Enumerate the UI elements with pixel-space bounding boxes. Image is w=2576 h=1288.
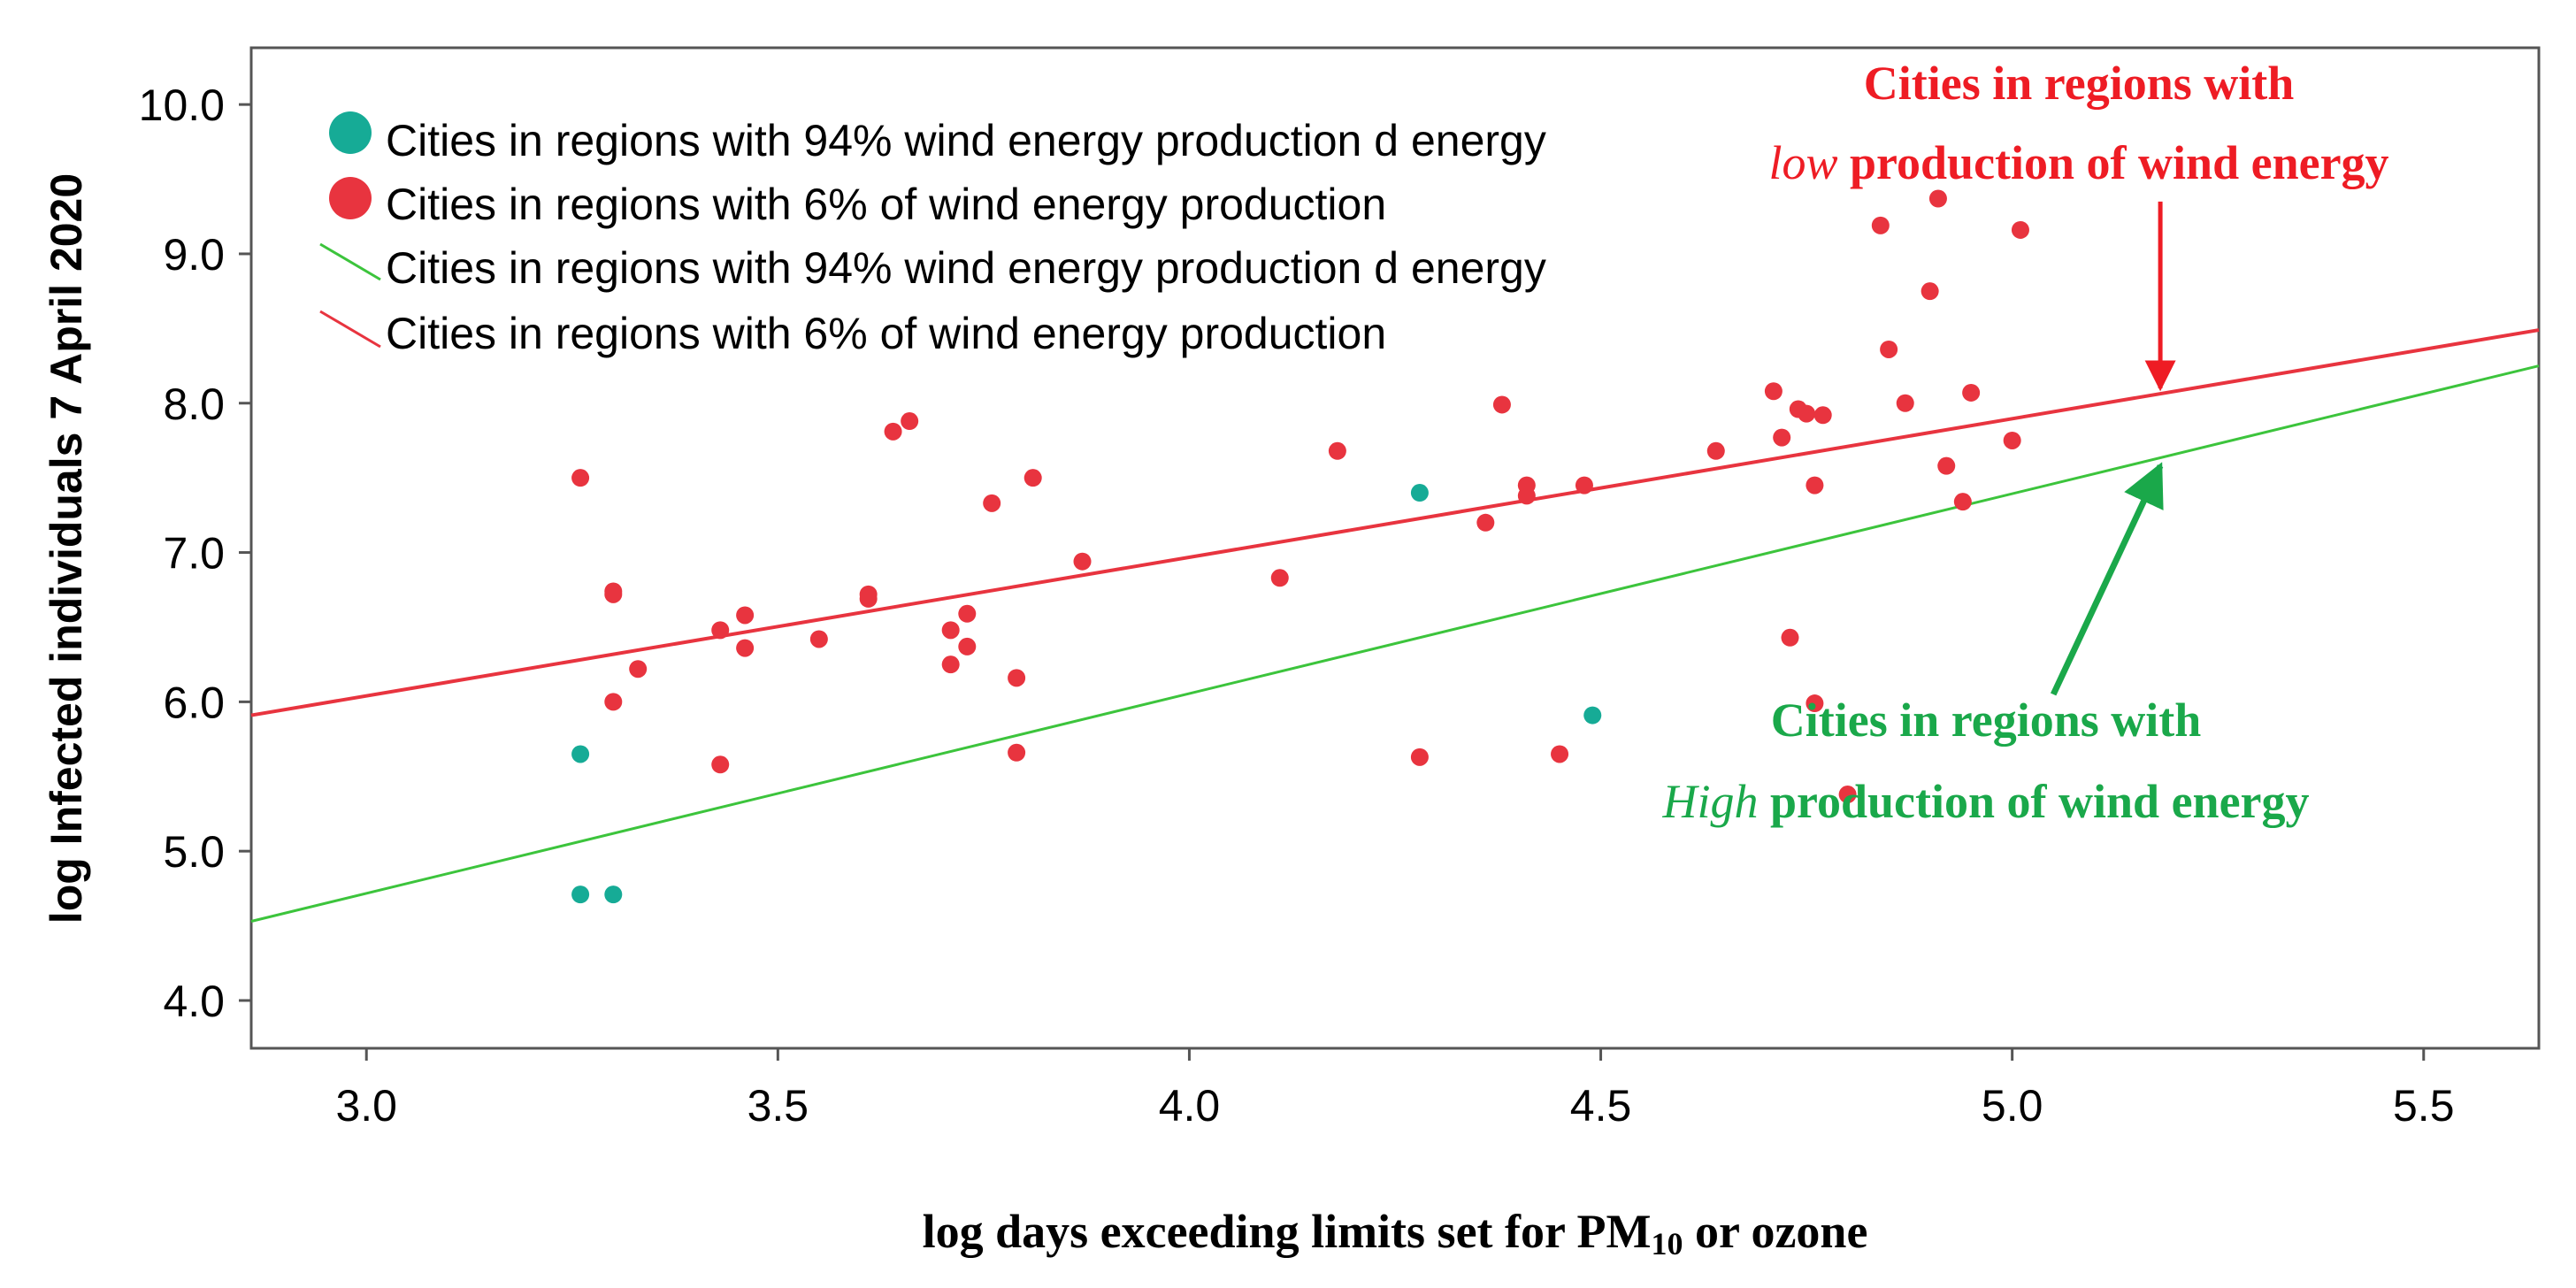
- y-tick-label: 9.0: [163, 230, 225, 280]
- point-low-wind: [1806, 476, 1824, 494]
- data-points: [571, 189, 2029, 904]
- point-low-wind: [571, 469, 590, 487]
- plot-area: [249, 46, 2541, 1050]
- y-axis-title: log Infected individuals 7 April 2020: [42, 173, 91, 924]
- legend-marker-low-wind: [329, 177, 372, 219]
- point-low-wind: [884, 422, 902, 441]
- legend-line-high-wind: [319, 242, 381, 281]
- x-tick-label: 4.5: [1570, 1081, 1632, 1131]
- legend-label-low-wind-line: Cities in regions with 6% of wind energy…: [386, 309, 1386, 358]
- point-low-wind: [983, 494, 1001, 512]
- axis-ticks: 3.0 3.5 4.0 4.5 5.0 5.5 4.0 5.0 6.0 7.0 8.0 9.0 10.0: [139, 80, 2455, 1131]
- regression-lines: [250, 328, 2540, 923]
- point-low-wind: [941, 656, 960, 674]
- point-low-wind: [859, 589, 878, 608]
- x-tick-label: 5.0: [1982, 1081, 2043, 1131]
- annotation-high-italic: High: [1661, 775, 1758, 828]
- point-low-wind: [1920, 282, 1939, 301]
- legend-label-high-wind-line: Cities in regions with 94% wind energy p…: [386, 243, 1546, 293]
- point-low-wind: [604, 693, 623, 711]
- y-tick-label: 4.0: [163, 977, 225, 1026]
- point-low-wind: [1328, 441, 1346, 460]
- point-low-wind: [1517, 487, 1536, 505]
- point-low-wind: [1880, 340, 1898, 358]
- annotation-low-wind: Cities in regions with low production of…: [1768, 57, 2388, 189]
- point-low-wind: [1928, 189, 1947, 208]
- x-axis-title-tail: or ozone: [1683, 1205, 1867, 1258]
- point-low-wind: [1575, 476, 1593, 494]
- point-low-wind: [711, 621, 730, 640]
- y-tick-label: 5.0: [163, 827, 225, 877]
- fit-line-low-wind: [250, 328, 2540, 717]
- point-low-wind: [1008, 669, 1026, 687]
- point-low-wind: [1798, 404, 1816, 423]
- point-high-wind: [604, 886, 623, 904]
- point-low-wind: [629, 660, 648, 678]
- point-high-wind: [571, 886, 590, 904]
- point-low-wind: [2003, 431, 2021, 449]
- y-tick-label: 6.0: [163, 678, 225, 727]
- annotation-low-rest: production of wind energy: [1837, 136, 2388, 189]
- x-axis-title: log days exceeding limits set for PM10 o…: [923, 1205, 1868, 1261]
- point-low-wind: [711, 755, 730, 774]
- point-low-wind: [1270, 569, 1289, 587]
- legend: Cities in regions with 94% wind energy p…: [319, 111, 1546, 358]
- annotation-high-wind: Cities in regions with High production o…: [1661, 694, 2309, 828]
- point-low-wind: [1410, 748, 1429, 766]
- point-low-wind: [604, 585, 623, 603]
- annotation-arrows: [2051, 201, 2176, 696]
- point-low-wind: [1551, 745, 1569, 763]
- point-low-wind: [1706, 441, 1725, 460]
- point-low-wind: [1871, 216, 1890, 234]
- legend-marker-high-wind: [329, 111, 372, 154]
- annotation-low-line1: Cities in regions with: [1864, 57, 2295, 110]
- legend-label-low-wind-points: Cities in regions with 6% of wind energy…: [386, 180, 1386, 229]
- y-tick-label: 7.0: [163, 529, 225, 579]
- point-low-wind: [941, 621, 960, 640]
- fit-line-high-wind: [250, 364, 2540, 923]
- point-low-wind: [2011, 220, 2029, 239]
- point-low-wind: [1838, 786, 1857, 804]
- point-low-wind: [1953, 493, 1972, 511]
- point-low-wind: [1073, 552, 1092, 571]
- point-low-wind: [958, 637, 977, 656]
- annotation-high-line1: Cities in regions with: [1771, 694, 2202, 747]
- point-high-wind: [1410, 484, 1429, 502]
- annotation-low-italic: low: [1768, 136, 1837, 189]
- point-low-wind: [1008, 743, 1026, 762]
- point-high-wind: [571, 745, 590, 763]
- point-low-wind: [736, 606, 755, 625]
- point-low-wind: [1492, 395, 1511, 414]
- point-low-wind: [1896, 394, 1914, 412]
- x-axis-title-subscript: 10: [1651, 1226, 1683, 1261]
- point-low-wind: [958, 604, 977, 623]
- point-low-wind: [1476, 513, 1495, 532]
- annotation-high-rest: production of wind energy: [1758, 775, 2309, 828]
- annotation-high-line2: High production of wind energy: [1661, 775, 2309, 828]
- point-high-wind: [1583, 706, 1602, 724]
- x-tick-label: 5.5: [2393, 1081, 2455, 1131]
- x-axis-title-main: log days exceeding limits set for PM: [923, 1205, 1652, 1258]
- y-tick-label: 10.0: [139, 80, 225, 130]
- point-low-wind: [1764, 382, 1782, 401]
- legend-label-high-wind-points: Cities in regions with 94% wind energy p…: [386, 116, 1546, 165]
- legend-line-low-wind: [319, 310, 381, 349]
- point-low-wind: [809, 630, 828, 648]
- point-low-wind: [1773, 428, 1791, 447]
- point-low-wind: [1806, 694, 1824, 713]
- y-tick-label: 8.0: [163, 380, 225, 429]
- point-low-wind: [1813, 406, 1832, 425]
- annotation-low-line2: low production of wind energy: [1768, 136, 2388, 189]
- point-low-wind: [1937, 456, 1956, 475]
- x-tick-label: 4.0: [1159, 1081, 1221, 1131]
- point-low-wind: [901, 412, 919, 431]
- point-low-wind: [1024, 469, 1042, 487]
- x-tick-label: 3.5: [748, 1081, 809, 1131]
- point-low-wind: [1781, 628, 1799, 647]
- point-low-wind: [1962, 383, 1981, 402]
- point-low-wind: [736, 639, 755, 657]
- x-tick-label: 3.0: [335, 1081, 397, 1131]
- arrow-high-wind: [2051, 462, 2164, 696]
